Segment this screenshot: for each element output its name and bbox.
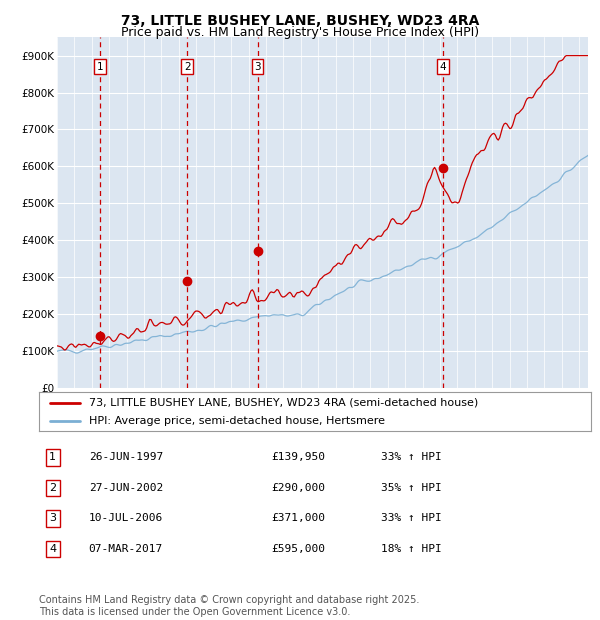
- Text: HPI: Average price, semi-detached house, Hertsmere: HPI: Average price, semi-detached house,…: [89, 416, 385, 427]
- Text: 26-JUN-1997: 26-JUN-1997: [89, 453, 163, 463]
- Text: £290,000: £290,000: [271, 483, 325, 493]
- Text: 73, LITTLE BUSHEY LANE, BUSHEY, WD23 4RA: 73, LITTLE BUSHEY LANE, BUSHEY, WD23 4RA: [121, 14, 479, 28]
- Text: 07-MAR-2017: 07-MAR-2017: [89, 544, 163, 554]
- Text: £139,950: £139,950: [271, 453, 325, 463]
- Text: 4: 4: [49, 544, 56, 554]
- Text: 3: 3: [49, 513, 56, 523]
- Text: 33% ↑ HPI: 33% ↑ HPI: [381, 513, 442, 523]
- Text: 4: 4: [440, 62, 446, 72]
- Text: 2: 2: [184, 62, 191, 72]
- Text: 1: 1: [97, 62, 103, 72]
- Text: £371,000: £371,000: [271, 513, 325, 523]
- Text: 18% ↑ HPI: 18% ↑ HPI: [381, 544, 442, 554]
- Text: 3: 3: [254, 62, 261, 72]
- Text: Contains HM Land Registry data © Crown copyright and database right 2025.
This d: Contains HM Land Registry data © Crown c…: [39, 595, 419, 617]
- Text: 33% ↑ HPI: 33% ↑ HPI: [381, 453, 442, 463]
- Text: 1: 1: [49, 453, 56, 463]
- Text: 27-JUN-2002: 27-JUN-2002: [89, 483, 163, 493]
- Text: 10-JUL-2006: 10-JUL-2006: [89, 513, 163, 523]
- Text: 2: 2: [49, 483, 56, 493]
- Text: 73, LITTLE BUSHEY LANE, BUSHEY, WD23 4RA (semi-detached house): 73, LITTLE BUSHEY LANE, BUSHEY, WD23 4RA…: [89, 398, 478, 408]
- Text: Price paid vs. HM Land Registry's House Price Index (HPI): Price paid vs. HM Land Registry's House …: [121, 26, 479, 39]
- Text: £595,000: £595,000: [271, 544, 325, 554]
- Text: 35% ↑ HPI: 35% ↑ HPI: [381, 483, 442, 493]
